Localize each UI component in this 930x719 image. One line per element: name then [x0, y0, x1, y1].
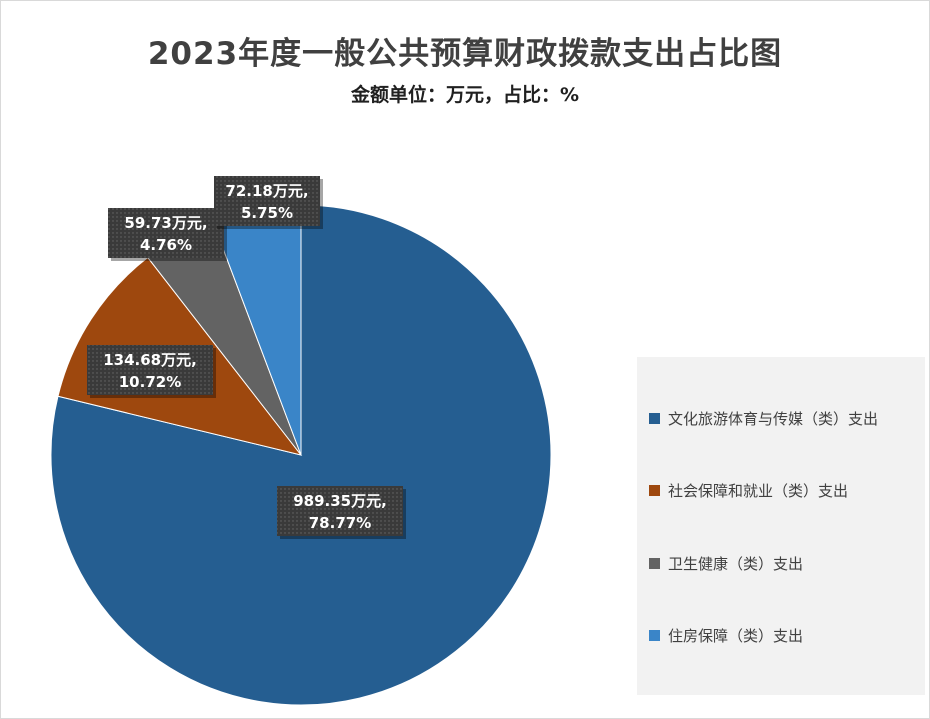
data-label: 134.68万元, 10.72%: [87, 345, 216, 398]
data-label-amount: 989.35万元,: [293, 492, 387, 510]
data-label-percent: 78.77%: [309, 514, 371, 532]
data-label-amount: 59.73万元,: [124, 214, 207, 232]
legend: 文化旅游体育与传媒（类）支出 社会保障和就业（类）支出 卫生健康（类）支出 住房…: [637, 357, 925, 695]
data-label-box: [87, 345, 213, 395]
data-label-box: [108, 208, 224, 258]
legend-item-housing: 住房保障（类）支出: [649, 624, 803, 646]
data-label-amount: 72.18万元,: [225, 182, 308, 200]
legend-swatch: [649, 557, 660, 569]
legend-label: 社会保障和就业（类）支出: [668, 481, 849, 500]
data-label-percent: 5.75%: [241, 204, 293, 222]
legend-swatch: [649, 629, 660, 641]
chart-title: 2023年度一般公共预算财政拨款支出占比图: [147, 36, 783, 72]
legend-label: 住房保障（类）支出: [668, 626, 804, 645]
legend-swatch: [649, 484, 660, 496]
data-label-amount: 134.68万元,: [103, 351, 197, 369]
data-label-percent: 10.72%: [119, 373, 181, 391]
data-label: 72.18万元, 5.75%: [214, 176, 323, 229]
legend-item-culture: 文化旅游体育与传媒（类）支出: [649, 407, 878, 429]
chart-subtitle: 金额单位：万元，占比：%: [350, 84, 580, 106]
data-label-box: [214, 176, 320, 226]
data-label-percent: 4.76%: [140, 236, 192, 254]
legend-item-social-security: 社会保障和就业（类）支出: [649, 479, 848, 501]
legend-item-health: 卫生健康（类）支出: [649, 552, 803, 574]
data-label: 59.73万元, 4.76%: [108, 208, 227, 261]
legend-swatch: [649, 412, 660, 424]
data-label: 989.35万元, 78.77%: [277, 486, 406, 539]
data-label-box: [277, 486, 403, 536]
legend-label: 文化旅游体育与传媒（类）支出: [668, 409, 879, 428]
legend-label: 卫生健康（类）支出: [668, 554, 804, 573]
